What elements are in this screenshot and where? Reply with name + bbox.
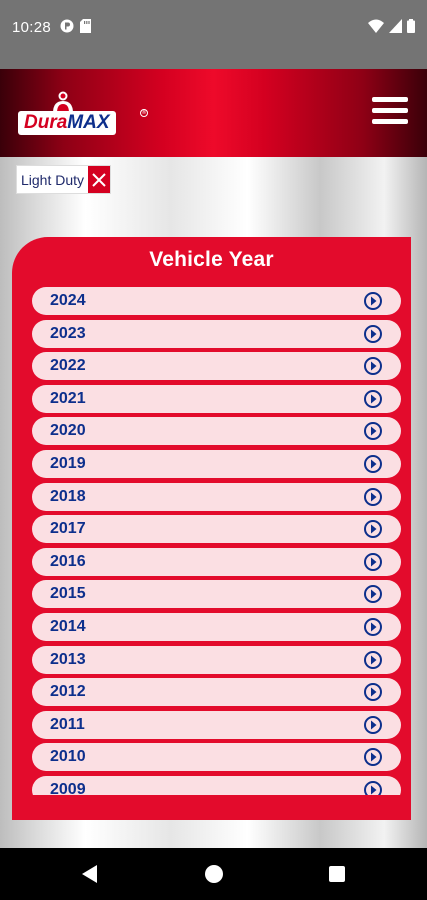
arrow-right-circle-icon	[364, 748, 382, 767]
arrow-right-circle-icon	[364, 389, 382, 408]
year-item-2013[interactable]: 2013	[32, 645, 401, 674]
year-item-2023[interactable]: 2023	[32, 319, 401, 348]
arrow-right-circle-icon	[364, 422, 382, 441]
year-label: 2013	[50, 650, 86, 668]
year-item-2021[interactable]: 2021	[32, 384, 401, 413]
menu-line	[372, 119, 408, 124]
year-label: 2014	[50, 618, 86, 635]
year-label: 2024	[50, 292, 86, 309]
year-label: 2016	[50, 552, 86, 570]
year-label: 2015	[50, 585, 86, 603]
sd-card-icon	[80, 19, 91, 33]
arrow-right-circle-icon	[364, 324, 382, 343]
year-item-2017[interactable]: 2017	[32, 515, 401, 544]
status-time: 10:28	[12, 19, 52, 36]
arrow-right-circle-icon	[364, 455, 382, 473]
menu-line	[372, 108, 408, 113]
year-item-2011[interactable]: 2011	[32, 710, 401, 739]
year-list[interactable]: 2024 2023 2022 2021 2020 2019 2018 2017 2016 2015…	[32, 287, 401, 795]
status-bar: 10:28	[0, 0, 427, 69]
year-item-2009[interactable]: 2009	[32, 776, 401, 795]
arrow-right-circle-icon	[364, 552, 382, 571]
duramax-logo[interactable]: Dura MAX ®	[18, 91, 148, 139]
year-item-2015[interactable]: 2015	[32, 580, 401, 609]
panel-title: Vehicle Year	[149, 248, 274, 271]
app-notification-icon	[60, 19, 74, 33]
year-label: 2009	[50, 781, 86, 795]
year-label: 2010	[50, 748, 86, 766]
logo-registered-mark: ®	[140, 109, 148, 117]
year-item-2022[interactable]: 2022	[32, 352, 401, 381]
year-item-2012[interactable]: 2012	[32, 678, 401, 707]
logo-wordmark: Dura MAX	[18, 111, 116, 135]
arrow-right-circle-icon	[364, 715, 382, 734]
year-label: 2021	[50, 389, 86, 407]
year-item-2024[interactable]: 2024	[32, 287, 401, 315]
status-icons-right	[368, 19, 415, 33]
year-label: 2020	[50, 422, 86, 440]
signal-icon	[389, 19, 402, 33]
arrow-right-circle-icon	[364, 618, 382, 636]
hamburger-menu-icon[interactable]	[372, 97, 408, 127]
filter-chip-label: Light Duty	[21, 172, 85, 188]
arrow-right-circle-icon	[364, 487, 382, 506]
year-item-2016[interactable]: 2016	[32, 547, 401, 576]
logo-max-text: MAX	[67, 112, 110, 133]
year-label: 2018	[50, 487, 86, 505]
year-label: 2022	[50, 357, 86, 375]
logo-dura-text: Dura	[24, 112, 68, 133]
wifi-icon	[368, 19, 384, 33]
battery-icon	[407, 19, 415, 33]
arrow-right-circle-icon	[364, 520, 382, 539]
home-icon[interactable]	[205, 865, 223, 883]
close-icon[interactable]	[88, 166, 111, 193]
menu-line	[372, 97, 408, 102]
year-item-2019[interactable]: 2019	[32, 450, 401, 478]
arrow-right-circle-icon	[364, 683, 382, 702]
arrow-right-circle-icon	[364, 357, 382, 376]
logo-mascot-icon	[53, 91, 73, 113]
arrow-right-circle-icon	[364, 650, 382, 669]
year-item-2014[interactable]: 2014	[32, 613, 401, 641]
back-icon[interactable]	[82, 865, 98, 883]
year-item-2020[interactable]: 2020	[32, 417, 401, 446]
vehicle-year-panel: Vehicle Year 2024 2023 2022 2021 2020 2019 201…	[12, 237, 411, 820]
year-label: 2023	[50, 324, 86, 342]
system-nav-bar	[0, 848, 427, 900]
arrow-right-circle-icon	[364, 292, 382, 310]
filter-chip: Light Duty	[17, 166, 111, 193]
arrow-right-circle-icon	[364, 781, 382, 795]
year-label: 2012	[50, 683, 86, 701]
app-header: Dura MAX ®	[0, 69, 427, 157]
year-label: 2011	[50, 715, 85, 733]
year-label: 2019	[50, 455, 86, 472]
arrow-right-circle-icon	[364, 585, 382, 604]
main-content: Light Duty Vehicle Year 2024 2023 2022 2021…	[0, 157, 427, 848]
status-icons-left	[60, 19, 91, 33]
year-item-2018[interactable]: 2018	[32, 482, 401, 511]
close-icon-glyph	[92, 172, 106, 187]
year-item-2010[interactable]: 2010	[32, 743, 401, 772]
year-label: 2017	[50, 520, 86, 538]
recents-icon[interactable]	[329, 866, 345, 882]
